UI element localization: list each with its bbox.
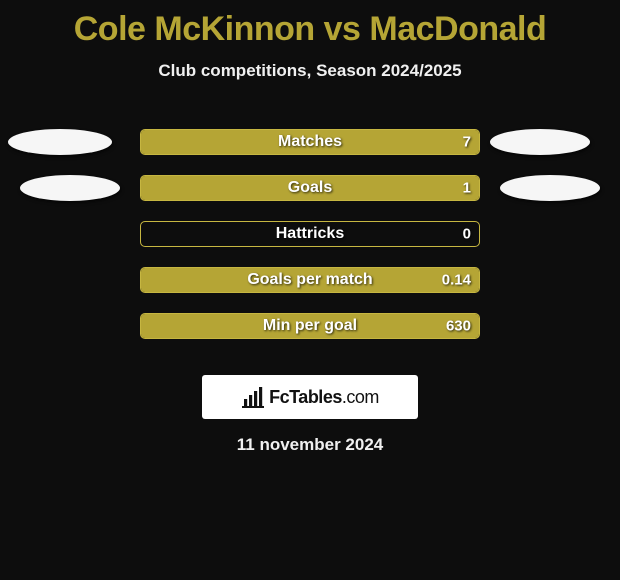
stat-bar-fill [141,130,479,154]
stat-bar-fill [141,176,479,200]
stat-bar: Goals per match0.14 [140,267,480,293]
player-right-marker [500,175,600,201]
stat-bar: Min per goal630 [140,313,480,339]
player-left-marker [20,175,120,201]
stat-value: 0.14 [442,272,471,289]
bar-chart-icon [241,386,265,408]
stat-value: 1 [463,180,471,197]
stat-value: 7 [463,134,471,151]
stat-bar: Matches7 [140,129,480,155]
stat-rows: Matches7 Goals1 Hattricks0 Goals per match0… [0,119,620,349]
stat-bar-fill [141,314,479,338]
brand-logo[interactable]: FcTables.com [202,375,418,419]
stat-label: Hattricks [141,225,479,243]
stat-bar: Goals1 [140,175,480,201]
stat-row: Matches7 [0,119,620,165]
player-left-marker [8,129,112,155]
brand-text: FcTables.com [269,387,379,408]
stat-bar: Hattricks0 [140,221,480,247]
date-text: 11 november 2024 [0,435,620,455]
stat-row: Goals1 [0,165,620,211]
brand-suffix: .com [342,387,379,407]
player-right-marker [490,129,590,155]
stat-row: Hattricks0 [0,211,620,257]
stat-value: 630 [446,318,471,335]
page-subtitle: Club competitions, Season 2024/2025 [0,61,620,81]
stat-row: Goals per match0.14 [0,257,620,303]
stat-row: Min per goal630 [0,303,620,349]
brand-name: FcTables [269,387,342,407]
stat-value: 0 [463,226,471,243]
page-title: Cole McKinnon vs MacDonald [0,0,620,49]
stat-bar-fill [141,268,479,292]
